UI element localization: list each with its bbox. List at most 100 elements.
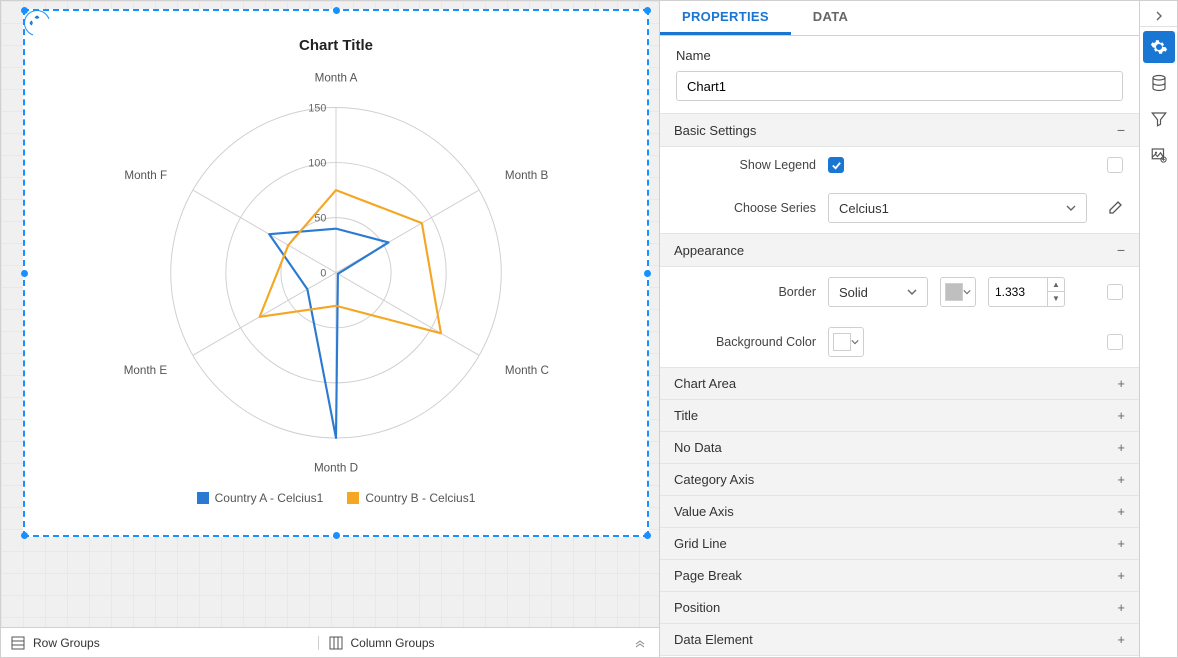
filter-icon xyxy=(1150,110,1168,128)
tab-properties[interactable]: PROPERTIES xyxy=(660,1,791,35)
radar-chart: Month A Month B Month C Month D Month E Month… xyxy=(33,54,639,472)
border-width-spinner[interactable]: ▲▼ xyxy=(1048,277,1065,307)
border-style-select[interactable]: Solid xyxy=(828,277,928,307)
bg-color-label: Background Color xyxy=(676,335,816,349)
section-appearance-label: Appearance xyxy=(674,243,744,258)
chart-title: Chart Title xyxy=(33,37,639,54)
legend-swatch xyxy=(347,492,359,504)
rail-image-icon[interactable] xyxy=(1143,139,1175,171)
section-label: Page Break xyxy=(674,568,742,583)
spinner-up[interactable]: ▲ xyxy=(1048,278,1064,292)
chevron-down-icon xyxy=(963,288,971,296)
show-legend-label: Show Legend xyxy=(676,158,816,172)
svg-text:Month A: Month A xyxy=(315,72,358,85)
section-page-break[interactable]: Page Break + xyxy=(660,560,1139,592)
resize-handle-bl[interactable] xyxy=(21,532,28,539)
svg-text:Month D: Month D xyxy=(314,462,358,472)
section-label: Data Element xyxy=(674,632,753,647)
section-label: Grid Line xyxy=(674,536,727,551)
resize-handle-bm[interactable] xyxy=(333,532,340,539)
tab-data[interactable]: DATA xyxy=(791,1,870,35)
expand-icon: + xyxy=(1117,568,1125,583)
section-data-element[interactable]: Data Element + xyxy=(660,624,1139,656)
section-label: No Data xyxy=(674,440,722,455)
legend-item: Country B - Celcius1 xyxy=(347,491,475,505)
edit-series-icon[interactable] xyxy=(1107,200,1123,216)
resize-handle-mr[interactable] xyxy=(644,270,651,277)
expand-icon: + xyxy=(1117,632,1125,647)
groups-collapse-toggle[interactable] xyxy=(635,638,659,648)
chart-selection[interactable]: Chart Title Month A Month B Month C Month D… xyxy=(23,9,649,537)
expand-icon: + xyxy=(1117,504,1125,519)
bg-color-select[interactable] xyxy=(828,327,864,357)
section-appearance[interactable]: Appearance − xyxy=(660,234,1139,267)
chevron-down-icon xyxy=(851,338,859,346)
legend-label: Country A - Celcius1 xyxy=(215,491,324,505)
rail-data-icon[interactable] xyxy=(1143,67,1175,99)
svg-text:Month C: Month C xyxy=(505,364,549,377)
choose-series-value: Celcius1 xyxy=(839,201,889,216)
groups-bar: Row Groups Column Groups xyxy=(1,627,659,657)
canvas-area: Chart Title Month A Month B Month C Month D… xyxy=(1,1,659,657)
rail-properties-icon[interactable] xyxy=(1143,31,1175,63)
resize-handle-br[interactable] xyxy=(644,532,651,539)
section-label: Value Axis xyxy=(674,504,734,519)
row-groups-panel[interactable]: Row Groups xyxy=(1,636,318,650)
section-category-axis[interactable]: Category Axis+ xyxy=(660,464,1139,496)
svg-text:Month E: Month E xyxy=(124,364,168,377)
chevron-down-icon xyxy=(907,287,917,297)
section-basic-settings[interactable]: Basic Settings − xyxy=(660,114,1139,147)
legend-swatch xyxy=(197,492,209,504)
border-width-input[interactable] xyxy=(988,277,1048,307)
resize-handle-ml[interactable] xyxy=(21,270,28,277)
show-legend-advanced-checkbox[interactable] xyxy=(1107,157,1123,173)
section-chart-area[interactable]: Chart Area+ xyxy=(660,368,1139,400)
section-no-data[interactable]: No Data+ xyxy=(660,432,1139,464)
image-settings-icon xyxy=(1150,146,1168,164)
svg-text:0: 0 xyxy=(320,268,326,280)
gear-icon xyxy=(1150,38,1168,56)
border-advanced-checkbox[interactable] xyxy=(1107,284,1123,300)
legend-item: Country A - Celcius1 xyxy=(197,491,324,505)
rail-filter-icon[interactable] xyxy=(1143,103,1175,135)
name-label: Name xyxy=(676,48,1123,63)
section-title[interactable]: Title+ xyxy=(660,400,1139,432)
expand-icon: + xyxy=(1117,408,1125,423)
chart-legend: Country A - Celcius1 Country B - Celcius1 xyxy=(33,491,639,505)
collapse-icon: − xyxy=(1117,242,1125,258)
rail-collapse-toggle[interactable] xyxy=(1140,5,1177,27)
panel-tabs: PROPERTIES DATA xyxy=(660,1,1139,36)
bg-color-swatch xyxy=(833,333,851,351)
column-groups-icon xyxy=(329,636,343,650)
show-legend-checkbox[interactable] xyxy=(828,157,844,173)
resize-handle-tr[interactable] xyxy=(644,7,651,14)
section-label: Chart Area xyxy=(674,376,736,391)
choose-series-select[interactable]: Celcius1 xyxy=(828,193,1087,223)
column-groups-panel[interactable]: Column Groups xyxy=(318,636,636,650)
bg-advanced-checkbox[interactable] xyxy=(1107,334,1123,350)
expand-icon: + xyxy=(1117,472,1125,487)
chevron-down-icon xyxy=(1066,203,1076,213)
expand-icon: + xyxy=(1117,600,1125,615)
section-grid-line[interactable]: Grid Line + xyxy=(660,528,1139,560)
chart-preview: Chart Title Month A Month B Month C Month D… xyxy=(33,19,639,527)
svg-text:150: 150 xyxy=(308,102,326,114)
resize-handle-tl[interactable] xyxy=(21,7,28,14)
choose-series-label: Choose Series xyxy=(676,201,816,215)
border-color-select[interactable] xyxy=(940,277,976,307)
section-position[interactable]: Position + xyxy=(660,592,1139,624)
properties-panel: PROPERTIES DATA Name Basic Settings − Sh… xyxy=(659,1,1139,657)
spinner-down[interactable]: ▼ xyxy=(1048,292,1064,305)
border-style-value: Solid xyxy=(839,285,868,300)
expand-icon: + xyxy=(1117,536,1125,551)
svg-text:Month F: Month F xyxy=(124,169,167,182)
section-value-axis[interactable]: Value Axis + xyxy=(660,496,1139,528)
right-rail xyxy=(1139,1,1177,657)
svg-text:Month B: Month B xyxy=(505,169,549,182)
design-canvas[interactable]: Chart Title Month A Month B Month C Month D… xyxy=(1,1,659,627)
resize-handle-tm[interactable] xyxy=(333,7,340,14)
border-color-swatch xyxy=(945,283,963,301)
name-input[interactable] xyxy=(676,71,1123,101)
row-groups-icon xyxy=(11,636,25,650)
section-label: Position xyxy=(674,600,720,615)
